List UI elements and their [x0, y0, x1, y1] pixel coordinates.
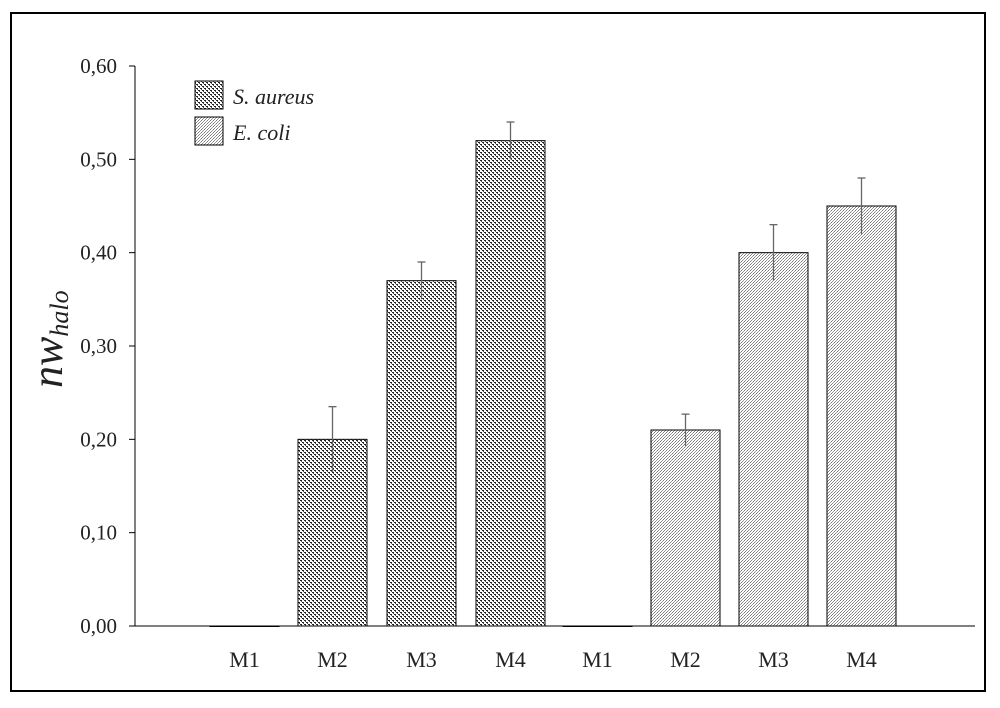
bar — [738, 252, 809, 627]
y-tick-label: 0,30 — [80, 334, 117, 358]
x-tick-label: M2 — [317, 647, 348, 672]
bar — [650, 429, 721, 627]
y-tick-label: 0,20 — [80, 427, 117, 451]
legend-label-s-aureus: S. aureus — [233, 84, 314, 109]
y-tick-label: 0,60 — [80, 54, 117, 78]
chart-frame — [10, 12, 986, 692]
bar — [475, 140, 546, 627]
y-tick-label: 0,10 — [80, 521, 117, 545]
bar — [386, 280, 457, 627]
legend: S. aureus E. coli — [194, 80, 314, 146]
x-tick-label: M2 — [670, 647, 701, 672]
y-tick-label: 0,00 — [80, 614, 117, 638]
x-tick-label: M4 — [495, 647, 526, 672]
y-axis-label: nwhalo — [23, 290, 74, 388]
x-tick-label: M1 — [582, 647, 613, 672]
x-tick-label: M1 — [229, 647, 260, 672]
legend-label-e-coli: E. coli — [232, 120, 290, 145]
x-tick-label: M3 — [758, 647, 789, 672]
bar — [562, 625, 633, 627]
y-tick-label: 0,40 — [80, 241, 117, 265]
legend-swatch-s-aureus — [194, 80, 224, 110]
x-tick-label: M4 — [846, 647, 877, 672]
bar — [826, 205, 897, 627]
legend-swatch-e-coli — [194, 116, 224, 146]
bar — [209, 625, 280, 627]
x-tick-label: M3 — [406, 647, 437, 672]
y-tick-label: 0,50 — [80, 147, 117, 171]
